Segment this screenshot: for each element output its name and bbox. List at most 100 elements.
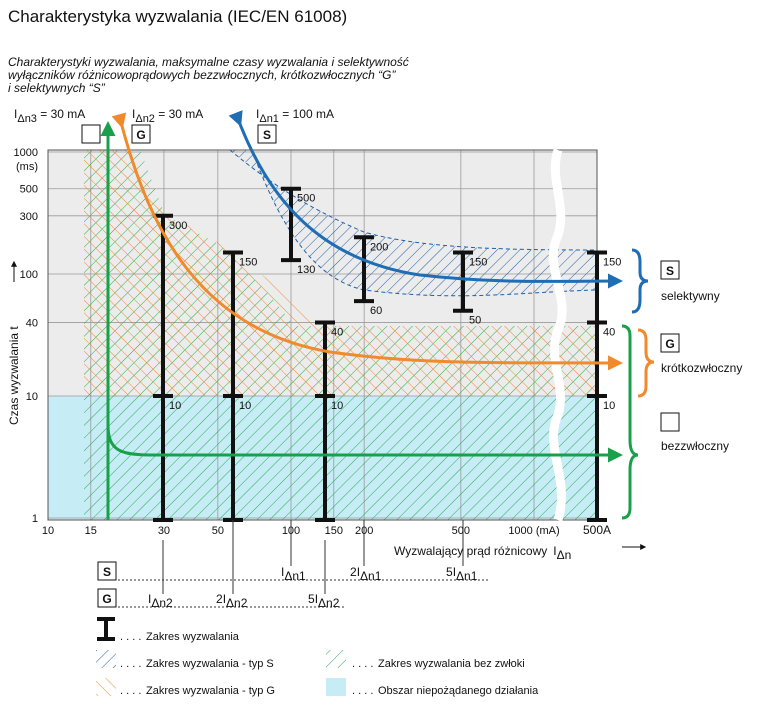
svg-text:Zakres wyzwalania - typ G: Zakres wyzwalania - typ G bbox=[146, 685, 275, 697]
y-axis-label: Czas wyzwalania t bbox=[7, 326, 21, 425]
scheme-label: 2IΔn1 bbox=[350, 565, 382, 583]
scheme-label: IΔn1 bbox=[281, 565, 306, 583]
trip-label: 10 bbox=[331, 400, 343, 412]
x-tick-label: 10 bbox=[42, 525, 54, 537]
scheme-label: 2IΔn2 bbox=[216, 592, 248, 610]
y-tick-label: 10 bbox=[26, 391, 38, 403]
box-g bbox=[660, 333, 680, 353]
curve-instant bbox=[106, 424, 623, 463]
symbol: I bbox=[453, 565, 456, 579]
box-instant bbox=[81, 124, 101, 144]
subtitle: Charakterystyki wyzwalania, maksymalne c… bbox=[8, 55, 409, 69]
svg-text:. . . .: . . . . bbox=[120, 631, 141, 643]
box-s bbox=[97, 561, 117, 581]
trip-label: 40 bbox=[603, 327, 615, 339]
trip-label: 200 bbox=[370, 241, 388, 253]
trip-label: 130 bbox=[297, 264, 315, 276]
symbol: I bbox=[223, 592, 226, 606]
svg-text:. . . .: . . . . bbox=[120, 658, 141, 670]
scheme-label: 5IΔn1 bbox=[446, 565, 478, 583]
box-instant bbox=[660, 412, 680, 432]
box-g-label: G bbox=[102, 592, 111, 606]
trip-label: 500 bbox=[297, 193, 315, 205]
svg-text:Zakres wyzwalania: Zakres wyzwalania bbox=[146, 631, 240, 643]
x-tick-label: 200 bbox=[355, 525, 373, 537]
subtitle: i selektywnych “S” bbox=[8, 81, 106, 95]
legend: . . . . Zakres wyzwalania . . . . Zakres w… bbox=[96, 617, 539, 697]
sub: Δn2 bbox=[226, 596, 248, 610]
scheme-label: IΔn2 bbox=[148, 592, 173, 610]
svg-text:. . . .: . . . . bbox=[120, 685, 141, 697]
current-label: IΔn1 = 100 mA bbox=[256, 107, 334, 125]
brace-g bbox=[637, 328, 655, 398]
svg-text:. . . .: . . . . bbox=[352, 658, 373, 670]
x-tick-label: 15 bbox=[85, 525, 97, 537]
prefix: 5 bbox=[308, 592, 315, 606]
box-s-label: S bbox=[263, 128, 271, 142]
trip-label: 10 bbox=[239, 400, 251, 412]
box-g bbox=[97, 588, 117, 608]
trip-label: 150 bbox=[603, 257, 621, 269]
x-tick-label: 500 bbox=[452, 525, 470, 537]
scheme-connectors bbox=[162, 520, 464, 594]
x-tick-label: 100 bbox=[282, 525, 300, 537]
sub: Δn2 bbox=[151, 596, 173, 610]
trip-label: 150 bbox=[239, 257, 257, 269]
x-end-label: 500A bbox=[583, 523, 611, 537]
box-s bbox=[660, 260, 680, 280]
box-g bbox=[131, 124, 151, 144]
trip-label: 40 bbox=[331, 327, 343, 339]
box-g-label: G bbox=[665, 337, 674, 351]
prefix: 2 bbox=[350, 565, 357, 579]
sub: Δn2 bbox=[318, 596, 340, 610]
trip-label: 50 bbox=[469, 315, 481, 327]
x-axis-label: Wyzwalający prąd różnicowy IΔn bbox=[394, 544, 571, 562]
box-s-label: S bbox=[666, 264, 674, 278]
trip-label: 10 bbox=[603, 400, 615, 412]
x-tick-label: 1000 (mA) bbox=[508, 525, 559, 537]
curve-s bbox=[228, 110, 623, 289]
title: Charakterystyka wyzwalania (IEC/EN 61008… bbox=[8, 7, 347, 26]
svg-text:. . . .: . . . . bbox=[352, 685, 373, 697]
legend-instant: bezzwłoczny bbox=[661, 439, 729, 453]
current-label: IΔn3 = 30 mA bbox=[14, 107, 85, 125]
y-tick-label: 1 bbox=[32, 513, 38, 525]
legend-g: krótkozwłoczny bbox=[661, 361, 742, 375]
trip-label: 150 bbox=[469, 257, 487, 269]
trip-label: 300 bbox=[169, 220, 187, 232]
svg-text:Zakres wyzwalania bez zwłoki: Zakres wyzwalania bez zwłoki bbox=[378, 658, 525, 670]
symbol: I bbox=[281, 565, 284, 579]
sub: Δn1 bbox=[360, 569, 382, 583]
svg-text:Obszar niepożądanego działania: Obszar niepożądanego działania bbox=[378, 685, 539, 697]
x-tick-label: 30 bbox=[158, 525, 170, 537]
symbol: I bbox=[148, 592, 151, 606]
sub: Δn1 bbox=[284, 569, 306, 583]
y-tick-label: 1000 bbox=[14, 147, 38, 159]
y-tick-label: 40 bbox=[26, 318, 38, 330]
brace-instant bbox=[621, 324, 639, 520]
y-tick-label: 100 bbox=[20, 269, 38, 281]
box-g-label: G bbox=[136, 128, 145, 142]
sub: Δn1 bbox=[456, 569, 478, 583]
legend-s: selektywny bbox=[661, 289, 720, 303]
y-unit: (ms) bbox=[16, 161, 38, 173]
svg-text:Zakres wyzwalania - typ S: Zakres wyzwalania - typ S bbox=[146, 658, 274, 670]
box-s-label: S bbox=[103, 565, 111, 579]
trip-label: 10 bbox=[169, 400, 181, 412]
brace-s bbox=[631, 248, 649, 314]
curve-g bbox=[111, 112, 623, 371]
x-tick-label: 150 bbox=[325, 525, 343, 537]
symbol: I bbox=[357, 565, 360, 579]
scheme-label: 5IΔn2 bbox=[308, 592, 340, 610]
prefix: 5 bbox=[446, 565, 453, 579]
box-s bbox=[257, 124, 277, 144]
y-tick-label: 500 bbox=[20, 184, 38, 196]
x-tick-label: 50 bbox=[212, 525, 224, 537]
y-tick-label: 300 bbox=[20, 211, 38, 223]
current-label: IΔn2 = 30 mA bbox=[132, 107, 203, 125]
subtitle: wyłączników różnicowoprądowych bezzwłocz… bbox=[8, 68, 396, 82]
trip-label: 60 bbox=[370, 305, 382, 317]
